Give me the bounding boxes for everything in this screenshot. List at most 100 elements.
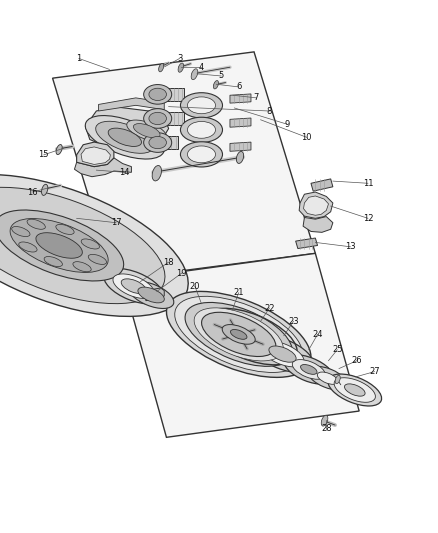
Ellipse shape: [19, 242, 37, 252]
Text: 9: 9: [284, 119, 290, 128]
Ellipse shape: [300, 365, 317, 374]
Polygon shape: [74, 158, 131, 177]
Ellipse shape: [194, 308, 283, 361]
Ellipse shape: [128, 281, 174, 309]
Ellipse shape: [334, 378, 375, 402]
Ellipse shape: [175, 296, 303, 373]
Ellipse shape: [317, 372, 338, 384]
Text: 8: 8: [267, 107, 272, 116]
Text: 1: 1: [76, 54, 81, 63]
Text: 7: 7: [254, 93, 259, 102]
Text: 27: 27: [369, 367, 380, 376]
Ellipse shape: [213, 80, 219, 89]
Ellipse shape: [149, 88, 166, 101]
Text: 22: 22: [264, 304, 275, 313]
Polygon shape: [304, 196, 328, 215]
Ellipse shape: [144, 85, 172, 104]
Polygon shape: [158, 88, 184, 101]
Ellipse shape: [328, 374, 381, 406]
Ellipse shape: [321, 415, 328, 426]
Ellipse shape: [178, 63, 184, 72]
Polygon shape: [158, 112, 184, 125]
Text: 5: 5: [219, 71, 224, 80]
Ellipse shape: [12, 227, 30, 237]
Text: 28: 28: [321, 424, 332, 433]
Ellipse shape: [180, 142, 223, 167]
Text: 18: 18: [163, 257, 174, 266]
Ellipse shape: [335, 375, 340, 384]
Ellipse shape: [113, 274, 154, 298]
Ellipse shape: [191, 69, 198, 79]
Ellipse shape: [180, 93, 223, 118]
Ellipse shape: [0, 210, 124, 281]
Ellipse shape: [230, 329, 247, 340]
Text: 24: 24: [312, 330, 323, 339]
Ellipse shape: [95, 122, 154, 154]
Text: 10: 10: [301, 133, 312, 142]
Polygon shape: [146, 288, 164, 301]
Text: 21: 21: [233, 288, 244, 297]
Ellipse shape: [201, 312, 276, 357]
Ellipse shape: [104, 269, 163, 304]
Ellipse shape: [222, 325, 255, 344]
Text: 17: 17: [111, 218, 121, 227]
Polygon shape: [158, 136, 178, 149]
Polygon shape: [311, 179, 333, 191]
Text: 11: 11: [363, 179, 373, 188]
Ellipse shape: [166, 292, 311, 377]
Text: 20: 20: [190, 282, 200, 290]
Ellipse shape: [292, 360, 325, 379]
Ellipse shape: [269, 346, 296, 362]
Ellipse shape: [144, 133, 172, 152]
Text: 3: 3: [177, 54, 182, 63]
Text: 13: 13: [345, 243, 356, 251]
Ellipse shape: [0, 175, 188, 317]
Ellipse shape: [284, 354, 334, 384]
Ellipse shape: [56, 144, 62, 155]
Ellipse shape: [187, 97, 215, 114]
Ellipse shape: [10, 219, 108, 272]
Polygon shape: [123, 253, 359, 437]
Polygon shape: [53, 52, 315, 280]
Text: 16: 16: [28, 188, 38, 197]
Ellipse shape: [187, 146, 215, 163]
Ellipse shape: [85, 116, 164, 159]
Polygon shape: [85, 107, 169, 149]
Text: 26: 26: [352, 356, 362, 365]
Ellipse shape: [237, 151, 244, 164]
Ellipse shape: [344, 384, 365, 396]
Ellipse shape: [149, 136, 166, 149]
Ellipse shape: [121, 279, 146, 294]
Ellipse shape: [144, 109, 172, 128]
Ellipse shape: [138, 287, 164, 303]
Polygon shape: [230, 94, 251, 103]
Ellipse shape: [261, 341, 304, 367]
Ellipse shape: [308, 366, 347, 390]
Text: 15: 15: [39, 150, 49, 159]
Text: 6: 6: [236, 83, 241, 92]
Polygon shape: [296, 238, 318, 248]
Ellipse shape: [251, 336, 314, 373]
Ellipse shape: [185, 302, 293, 366]
Ellipse shape: [159, 63, 164, 72]
Polygon shape: [299, 192, 333, 219]
Text: 19: 19: [177, 269, 187, 278]
Text: 14: 14: [120, 168, 130, 177]
Text: 12: 12: [363, 214, 373, 223]
Ellipse shape: [127, 120, 167, 141]
Ellipse shape: [0, 187, 165, 304]
Ellipse shape: [152, 166, 162, 181]
Ellipse shape: [27, 219, 46, 229]
Text: 23: 23: [288, 317, 299, 326]
Ellipse shape: [81, 239, 99, 249]
Ellipse shape: [88, 254, 106, 264]
Ellipse shape: [187, 122, 215, 138]
Polygon shape: [77, 142, 114, 167]
Polygon shape: [230, 142, 251, 151]
Ellipse shape: [108, 128, 141, 147]
Ellipse shape: [36, 233, 82, 259]
Text: 4: 4: [199, 63, 204, 72]
Ellipse shape: [134, 124, 160, 138]
Polygon shape: [303, 216, 333, 232]
Ellipse shape: [149, 112, 166, 125]
